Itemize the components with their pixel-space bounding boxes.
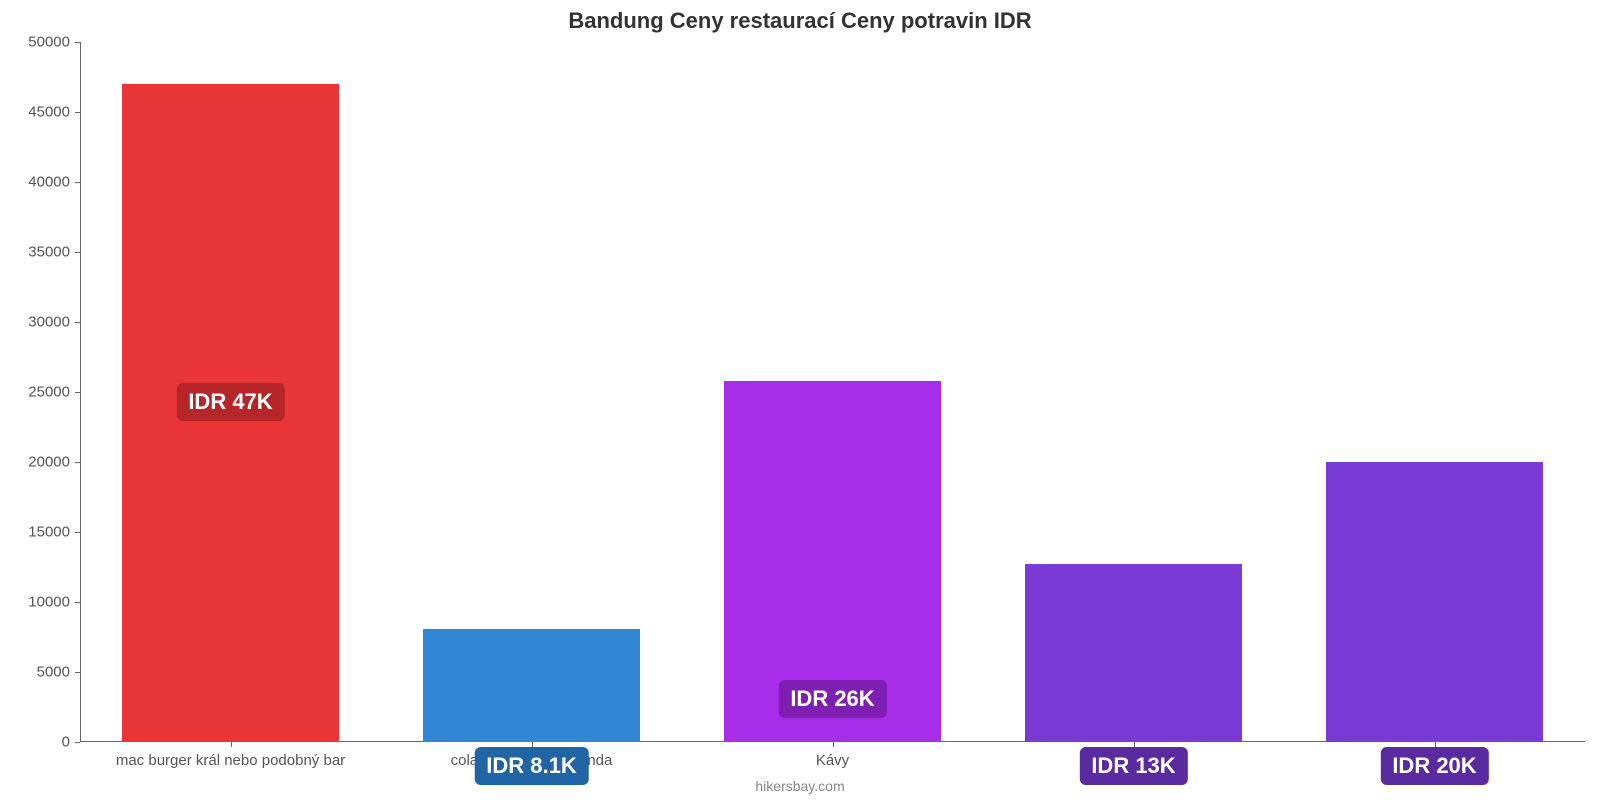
chart-bar [1025,564,1242,742]
y-axis-line [80,42,81,742]
bar-value-badge: IDR 26K [778,680,886,718]
y-tick-mark [75,252,80,253]
chart-credit: hikersbay.com [0,778,1600,794]
x-tick-label: mac burger král nebo podobný bar [116,742,345,769]
y-tick-mark [75,672,80,673]
y-tick-label: 45000 [28,104,80,121]
y-tick-mark [75,462,80,463]
y-tick-label: 25000 [28,384,80,401]
x-tick-label: Kávy [816,742,849,769]
y-tick-label: 35000 [28,244,80,261]
y-tick-label: 30000 [28,314,80,331]
y-tick-label: 50000 [28,34,80,51]
chart-container: Bandung Ceny restaurací Ceny potravin ID… [0,0,1600,800]
chart-bar [1326,462,1543,742]
plot-area: 0500010000150002000025000300003500040000… [80,42,1585,742]
y-tick-mark [75,112,80,113]
y-tick-label: 15000 [28,524,80,541]
y-tick-mark [75,742,80,743]
y-tick-mark [75,182,80,183]
y-tick-label: 5000 [37,664,80,681]
bar-value-badge: IDR 47K [176,383,284,421]
y-tick-label: 40000 [28,174,80,191]
chart-title: Bandung Ceny restaurací Ceny potravin ID… [0,8,1600,34]
y-tick-mark [75,392,80,393]
y-tick-mark [75,532,80,533]
y-tick-label: 20000 [28,454,80,471]
y-tick-mark [75,602,80,603]
y-tick-label: 10000 [28,594,80,611]
y-tick-mark [75,322,80,323]
y-tick-mark [75,42,80,43]
chart-bar [423,629,640,742]
